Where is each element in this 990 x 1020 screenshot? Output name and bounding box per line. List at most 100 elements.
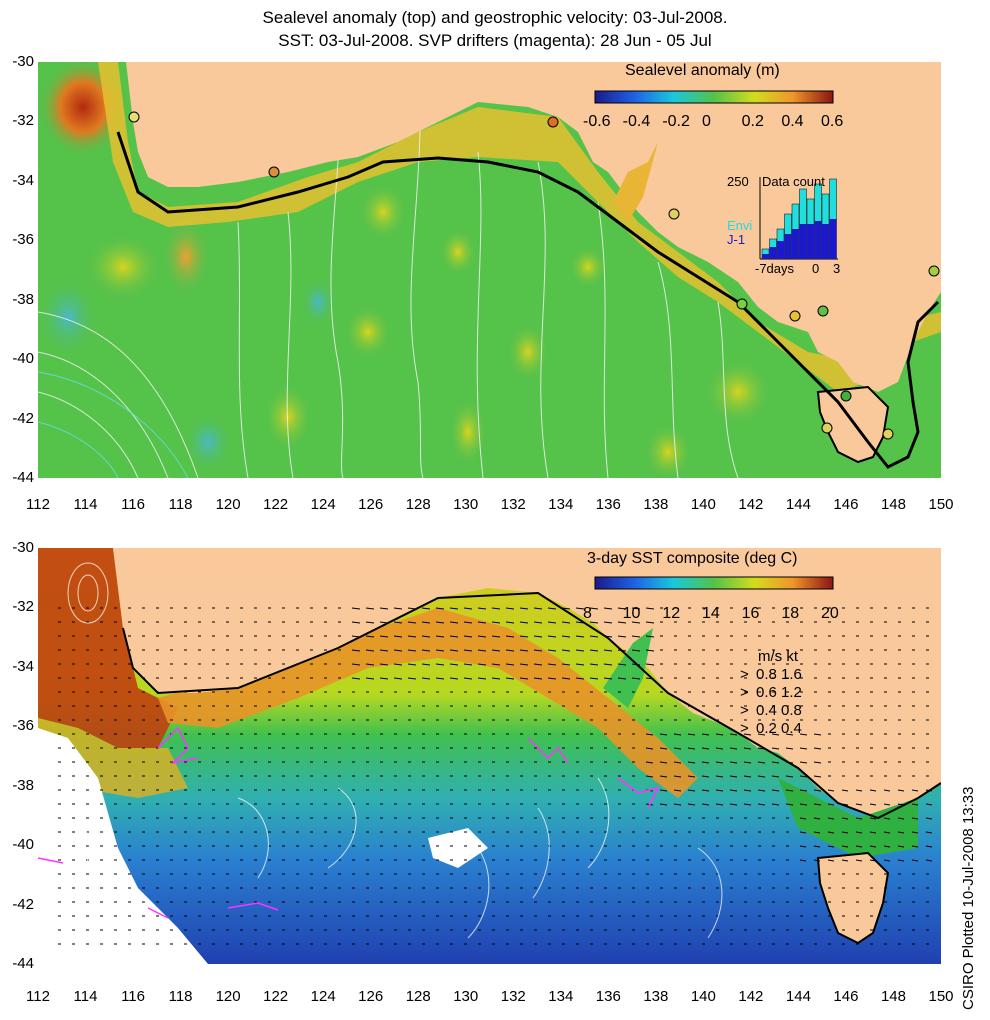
data-count-bar-j1: [762, 254, 769, 259]
velocity-arrow: [379, 649, 389, 652]
velocity-arrow: [645, 733, 654, 736]
x-tick-label: 128: [405, 988, 431, 1005]
velocity-arrow: [827, 845, 835, 848]
drifter-tracks: [38, 726, 660, 919]
velocity-arrow: [603, 635, 613, 638]
velocity-arrow: [827, 789, 835, 792]
velocity-arrow: [827, 859, 835, 862]
velocity-arrow: [911, 789, 919, 792]
colorbar-tick-label: 8: [583, 605, 592, 622]
velocity-arrow: [477, 663, 487, 666]
velocity-arrow: [351, 677, 361, 680]
velocity-arrow: [351, 621, 361, 624]
velocity-arrow: [547, 663, 557, 666]
velocity-arrow: [421, 607, 431, 610]
velocity-arrow: [533, 649, 543, 652]
velocity-arrow: [659, 789, 668, 792]
velocity-arrow: [449, 649, 459, 652]
velocity-arrow: [379, 677, 389, 680]
velocity-arrow: [855, 789, 863, 792]
velocity-arrow: [561, 607, 571, 610]
x-tick-label: 114: [73, 496, 98, 513]
velocity-arrow: [687, 733, 696, 736]
velocity-arrow: [743, 747, 752, 750]
velocity-arrow: [351, 607, 361, 610]
velocity-arrow: [631, 663, 641, 666]
velocity-arrow: [575, 621, 585, 624]
velocity-arrow: [435, 677, 445, 680]
velocity-arrow: [379, 607, 389, 610]
velocity-arrow: [883, 803, 891, 806]
velocity-arrow: [547, 677, 557, 680]
x-tick-label: 114: [73, 988, 98, 1005]
velocity-arrow: [883, 789, 891, 792]
y-tick-label: -34: [12, 171, 34, 189]
velocity-arrow: [505, 621, 515, 624]
inset-xtick-start: -7days: [755, 261, 795, 276]
velocity-arrow: [673, 789, 682, 792]
velocity-arrow: [799, 775, 808, 778]
colorbar-tick-label: 0.4: [781, 113, 804, 130]
velocity-arrow: [421, 621, 431, 624]
x-tick-label: 116: [121, 988, 145, 1005]
velocity-arrow: [897, 845, 905, 848]
velocity-arrow: [491, 663, 501, 666]
velocity-arrow: [897, 817, 905, 820]
velocity-arrow: [659, 761, 668, 764]
velocity-arrow: [617, 663, 627, 666]
y-tick-label: -36: [12, 231, 34, 249]
velocity-arrow: [701, 761, 710, 764]
velocity-arrow: [505, 635, 515, 638]
velocity-arrow: [365, 607, 375, 610]
velocity-arrow: [729, 789, 738, 792]
velocity-arrow: [701, 775, 710, 778]
velocity-arrow: [449, 663, 459, 666]
velocity-arrow: [421, 677, 431, 680]
velocity-arrow: [827, 831, 835, 834]
velocity-arrow: [463, 677, 473, 680]
data-count-title: Data count: [762, 174, 825, 189]
velocity-arrow: [673, 747, 682, 750]
velocity-arrow: [505, 663, 515, 666]
velocity-arrow: [785, 761, 794, 764]
colorbar-tick-label: 18: [781, 605, 800, 622]
velocity-arrow: [673, 733, 682, 736]
velocity-arrow: [729, 775, 738, 778]
x-tick-label: 138: [643, 496, 669, 513]
velocity-arrow: [365, 663, 375, 666]
velocity-arrow: [561, 635, 571, 638]
x-tick-label: 150: [928, 988, 954, 1005]
velocity-arrow: [813, 817, 821, 820]
x-tick-label: 136: [595, 496, 621, 513]
x-tick-label: 130: [453, 988, 479, 1005]
x-tick-label: 128: [405, 496, 431, 513]
velocity-arrow: [603, 649, 613, 652]
velocity-arrow: [617, 621, 627, 624]
velocity-arrow: [743, 761, 752, 764]
velocity-arrow: [757, 803, 766, 806]
velocity-arrow: [729, 761, 738, 764]
data-count-bar-j1: [814, 221, 822, 259]
velocity-arrow: [533, 635, 543, 638]
velocity-arrow: [421, 663, 431, 666]
x-tick-label: 136: [595, 988, 621, 1005]
velocity-arrow: [491, 621, 501, 624]
sst-map-panel: [38, 548, 941, 964]
y-tick-label: -32: [12, 598, 34, 616]
x-tick-label: 138: [643, 988, 669, 1005]
x-tick-label: 112: [26, 988, 50, 1005]
data-count-max: 250: [727, 174, 749, 189]
x-tick-label: 148: [880, 988, 906, 1005]
x-tick-label: 142: [738, 988, 764, 1005]
velocity-arrow: [799, 859, 807, 862]
velocity-arrow: [351, 663, 361, 666]
x-tick-label: 124: [310, 988, 336, 1005]
x-tick-label: 146: [833, 988, 859, 1005]
velocity-arrows: [58, 607, 933, 945]
y-tick-label: -38: [12, 776, 34, 794]
velocity-arrow: [813, 831, 821, 834]
velocity-arrow: [519, 621, 529, 624]
velocity-arrow: [589, 621, 599, 624]
sla-colorbar-title: Sealevel anomaly (m): [625, 62, 780, 79]
velocity-arrow: [841, 803, 849, 806]
